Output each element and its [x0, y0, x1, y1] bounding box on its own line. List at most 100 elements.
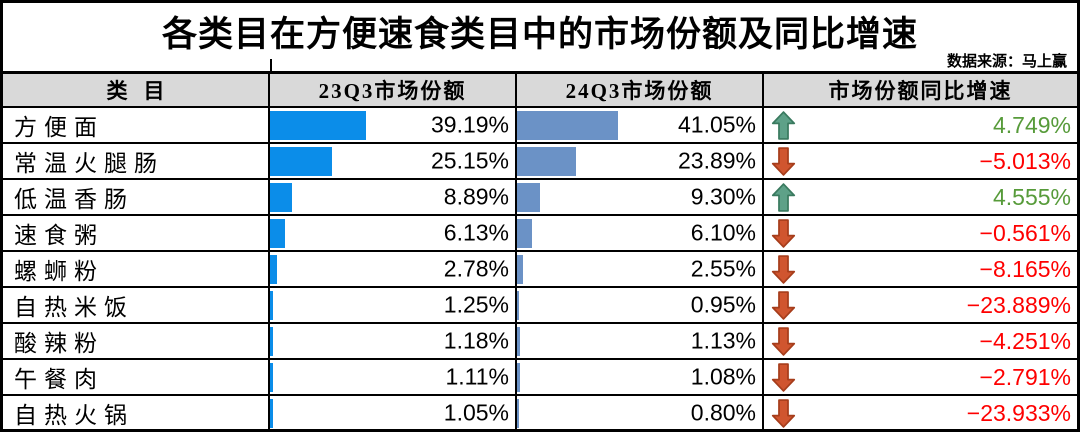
trend-up-arrow-icon — [771, 110, 796, 140]
category-cell: 方便面 — [3, 108, 270, 142]
share-24q3-databar — [517, 218, 532, 248]
growth-cell: −2.791% — [764, 360, 1077, 394]
category-cell: 自热米饭 — [3, 288, 270, 322]
table-row: 自热火锅 1.05% 0.80% −23.933% — [3, 396, 1077, 429]
share-24q3-value: 6.10% — [690, 219, 756, 246]
share-23q3-cell: 6.13% — [270, 216, 517, 250]
table-row: 速食粥 6.13% 6.10% −0.561% — [3, 216, 1077, 252]
share-23q3-value: 25.15% — [430, 147, 509, 174]
table-row: 午餐肉 1.11% 1.08% −2.791% — [3, 360, 1077, 396]
growth-cell: −4.251% — [764, 324, 1077, 358]
share-24q3-value: 0.80% — [690, 399, 756, 426]
header-23q3-share: 23Q3市场份额 — [270, 74, 517, 106]
growth-value: −0.561% — [979, 219, 1071, 246]
category-label: 螺蛳粉 — [14, 259, 104, 284]
trend-down-arrow-icon — [771, 218, 796, 248]
share-23q3-cell: 8.89% — [270, 180, 517, 214]
share-23q3-databar — [270, 254, 277, 284]
category-cell: 低温香肠 — [3, 180, 270, 214]
share-24q3-cell: 0.95% — [517, 288, 764, 322]
share-24q3-value: 2.55% — [690, 255, 756, 282]
share-24q3-value: 1.13% — [690, 327, 756, 354]
share-24q3-databar — [517, 290, 520, 320]
trend-down-arrow-icon — [771, 254, 796, 284]
trend-down-arrow-icon — [771, 326, 796, 356]
share-24q3-cell: 1.08% — [517, 360, 764, 394]
growth-cell: 4.749% — [764, 108, 1077, 142]
share-23q3-value: 8.89% — [443, 183, 509, 210]
share-23q3-cell: 1.25% — [270, 288, 517, 322]
share-24q3-value: 23.89% — [677, 147, 756, 174]
share-24q3-databar — [517, 254, 524, 284]
share-24q3-cell: 2.55% — [517, 252, 764, 286]
share-24q3-cell: 9.30% — [517, 180, 764, 214]
share-23q3-cell: 39.19% — [270, 108, 517, 142]
category-label: 低温香肠 — [14, 187, 134, 212]
share-23q3-value: 1.11% — [445, 363, 509, 390]
growth-value: 4.555% — [992, 183, 1071, 210]
share-23q3-value: 1.18% — [443, 327, 509, 354]
table-row: 方便面 39.19% 41.05% 4.749% — [3, 108, 1077, 144]
category-label: 常温火腿肠 — [14, 151, 164, 176]
table-header-row: 类目 23Q3市场份额 24Q3市场份额 市场份额同比增速 — [3, 74, 1077, 108]
header-category: 类目 — [3, 74, 270, 106]
table-row: 螺蛳粉 2.78% 2.55% −8.165% — [3, 252, 1077, 288]
share-24q3-databar — [517, 182, 540, 212]
share-24q3-value: 9.30% — [690, 183, 756, 210]
share-24q3-cell: 0.80% — [517, 396, 764, 429]
share-23q3-databar — [270, 398, 273, 428]
category-label: 方便面 — [14, 115, 104, 140]
share-23q3-value: 1.25% — [443, 291, 509, 318]
growth-cell: −8.165% — [764, 252, 1077, 286]
growth-value: −23.933% — [966, 399, 1071, 426]
category-label: 午餐肉 — [14, 367, 104, 392]
share-23q3-value: 1.05% — [443, 399, 509, 426]
grid-tick — [270, 59, 272, 74]
share-23q3-value: 6.13% — [443, 219, 509, 246]
trend-down-arrow-icon — [771, 398, 796, 428]
share-23q3-value: 39.19% — [430, 111, 509, 138]
category-cell: 自热火锅 — [3, 396, 270, 429]
share-23q3-databar — [270, 218, 286, 248]
table-body: 方便面 39.19% 41.05% 4.749% 常温火腿肠 25.15% — [3, 108, 1077, 429]
share-24q3-databar — [517, 110, 618, 140]
share-23q3-databar — [270, 146, 332, 176]
growth-cell: −23.889% — [764, 288, 1077, 322]
growth-value: −23.889% — [966, 291, 1071, 318]
growth-value: −4.251% — [979, 327, 1071, 354]
table-row: 低温香肠 8.89% 9.30% 4.555% — [3, 180, 1077, 216]
share-23q3-databar — [270, 362, 273, 392]
category-label: 自热火锅 — [14, 403, 134, 428]
share-24q3-databar — [517, 146, 576, 176]
share-23q3-cell: 1.05% — [270, 396, 517, 429]
trend-down-arrow-icon — [771, 362, 796, 392]
growth-cell: 4.555% — [764, 180, 1077, 214]
share-23q3-databar — [270, 110, 366, 140]
category-cell: 螺蛳粉 — [3, 252, 270, 286]
share-24q3-value: 1.08% — [690, 363, 756, 390]
growth-cell: −5.013% — [764, 144, 1077, 178]
growth-value: −2.791% — [979, 363, 1071, 390]
share-23q3-cell: 1.18% — [270, 324, 517, 358]
data-source-note: 数据来源：马上赢 — [946, 54, 1067, 70]
share-23q3-cell: 2.78% — [270, 252, 517, 286]
share-23q3-databar — [270, 326, 273, 356]
growth-value: 4.749% — [992, 111, 1071, 138]
share-24q3-value: 0.95% — [690, 291, 756, 318]
share-23q3-cell: 25.15% — [270, 144, 517, 178]
share-23q3-value: 2.78% — [443, 255, 509, 282]
category-cell: 酸辣粉 — [3, 324, 270, 358]
share-24q3-databar — [517, 362, 520, 392]
category-cell: 速食粥 — [3, 216, 270, 250]
page-title: 各类目在方便速食类目中的市场份额及同比增速 — [161, 14, 918, 54]
share-24q3-databar — [517, 398, 519, 428]
growth-cell: −23.933% — [764, 396, 1077, 429]
share-24q3-value: 41.05% — [677, 111, 756, 138]
header-yoy-growth: 市场份额同比增速 — [828, 79, 1013, 103]
trend-up-arrow-icon — [771, 182, 796, 212]
growth-cell: −0.561% — [764, 216, 1077, 250]
share-24q3-cell: 6.10% — [517, 216, 764, 250]
category-label: 酸辣粉 — [14, 331, 104, 356]
category-label: 速食粥 — [14, 223, 104, 248]
